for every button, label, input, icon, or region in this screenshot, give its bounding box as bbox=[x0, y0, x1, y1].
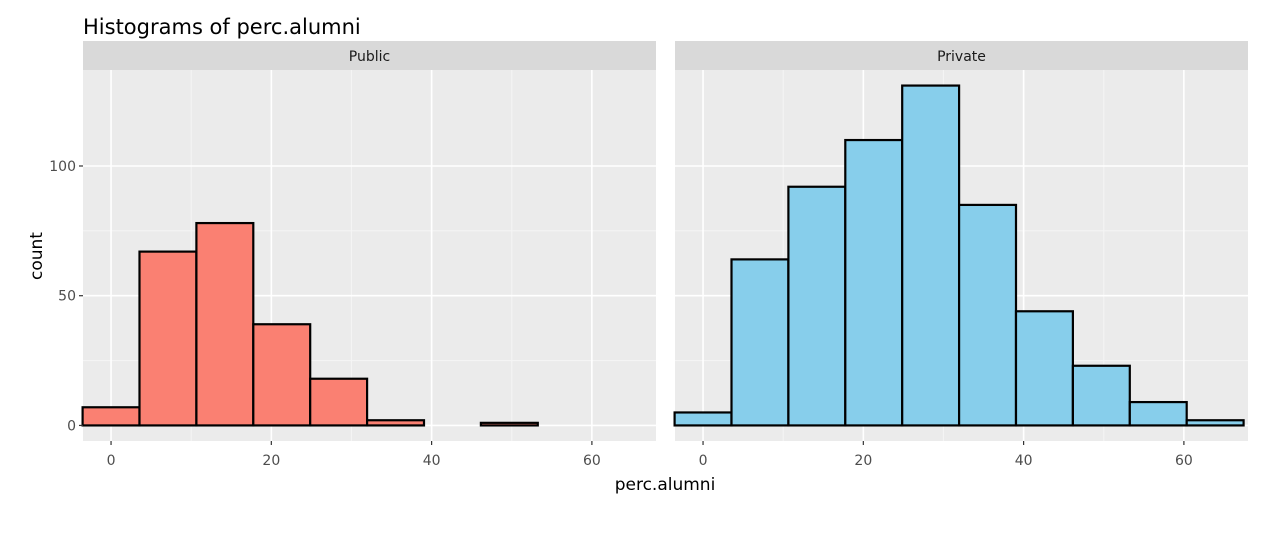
x-tick-label: 40 bbox=[1015, 453, 1033, 469]
histogram-bar-private bbox=[1185, 419, 1245, 427]
histogram-bar-public bbox=[309, 377, 369, 427]
y-tick-label: 0 bbox=[67, 418, 76, 434]
x-ticks-private: 0 20 40 60 bbox=[699, 441, 1193, 469]
facet-public: Public 0 20 40 60 bbox=[81, 41, 656, 469]
y-tick-label: 50 bbox=[58, 289, 76, 305]
x-tick-label: 0 bbox=[107, 453, 116, 469]
histogram-bar-public bbox=[479, 421, 539, 427]
histogram-bar-private bbox=[844, 138, 904, 427]
x-tick-label: 20 bbox=[854, 453, 872, 469]
histogram-bar-private bbox=[1014, 310, 1074, 427]
histogram-bar-public bbox=[365, 419, 426, 427]
y-tick-label: 100 bbox=[49, 159, 76, 175]
histogram-bar-public bbox=[138, 250, 198, 427]
x-tick-label: 40 bbox=[423, 453, 441, 469]
facet-strip-public bbox=[83, 41, 656, 70]
chart-title: Histograms of perc.alumni bbox=[83, 15, 361, 39]
bars-public bbox=[81, 221, 539, 427]
bars-private bbox=[673, 84, 1245, 427]
x-ticks-public: 0 20 40 60 bbox=[107, 441, 601, 469]
facet-strip-private bbox=[675, 41, 1248, 70]
x-tick-label: 60 bbox=[583, 453, 601, 469]
facet-label-private: Private bbox=[937, 49, 986, 65]
histogram-bar-public bbox=[252, 323, 312, 427]
histogram-bar-private bbox=[730, 258, 790, 427]
x-tick-label: 0 bbox=[699, 453, 708, 469]
histogram-bar-private bbox=[957, 203, 1018, 427]
y-axis-title: count bbox=[27, 232, 47, 280]
histogram-bar-private bbox=[901, 84, 961, 427]
x-tick-label: 20 bbox=[262, 453, 280, 469]
histogram-bar-private bbox=[1128, 400, 1188, 427]
histogram-bar-private bbox=[787, 185, 847, 427]
histogram-bar-public bbox=[195, 221, 255, 427]
x-tick-label: 60 bbox=[1175, 453, 1193, 469]
histogram-bar-private bbox=[673, 411, 733, 427]
facet-private: Private 0 20 40 60 bbox=[673, 41, 1248, 469]
histogram-bar-public bbox=[81, 406, 141, 427]
histogram-bar-private bbox=[1071, 364, 1131, 427]
x-axis-title: perc.alumni bbox=[615, 475, 716, 495]
y-axis-ticks: 0 50 100 bbox=[49, 159, 83, 434]
facet-label-public: Public bbox=[349, 49, 390, 65]
